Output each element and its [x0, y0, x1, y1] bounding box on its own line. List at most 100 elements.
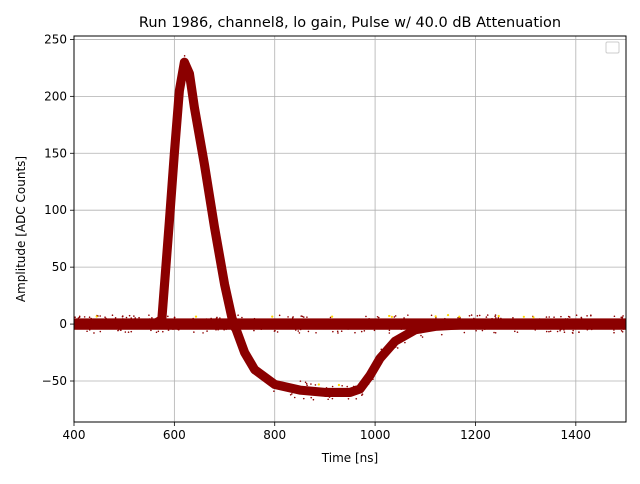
- data-point: [157, 330, 160, 333]
- data-point: [231, 329, 233, 331]
- data-point: [276, 331, 279, 333]
- data-point: [227, 292, 230, 294]
- y-axis-label: Amplitude [ADC Counts]: [14, 156, 28, 302]
- data-point: [622, 315, 624, 317]
- data-point: [368, 317, 370, 320]
- data-point: [494, 314, 497, 316]
- data-point: [232, 325, 234, 327]
- highlight-point: [330, 315, 334, 318]
- data-point: [78, 316, 81, 319]
- data-point: [420, 334, 422, 337]
- data-point: [299, 328, 302, 331]
- x-tick-label: 800: [263, 428, 286, 442]
- data-point: [294, 329, 297, 331]
- data-point: [559, 329, 561, 332]
- data-point: [388, 329, 391, 332]
- data-point: [613, 315, 616, 318]
- data-point: [360, 330, 363, 333]
- data-point: [297, 330, 300, 332]
- data-point: [253, 317, 256, 320]
- data-point: [138, 316, 140, 319]
- data-point: [252, 372, 254, 374]
- data-point: [104, 316, 106, 318]
- data-point: [563, 331, 566, 334]
- x-axis: 400 600 800 1000 1200 1400: [63, 422, 592, 442]
- y-axis: −50 0 50 100 150 200 250: [42, 32, 74, 388]
- data-point: [393, 316, 396, 318]
- data-point: [301, 315, 304, 318]
- data-point: [88, 329, 91, 331]
- data-point: [191, 103, 194, 105]
- data-point: [253, 329, 255, 332]
- data-point: [622, 328, 625, 330]
- x-tick-label: 600: [163, 428, 186, 442]
- data-point: [215, 328, 217, 331]
- highlight-point: [95, 315, 98, 318]
- data-point: [120, 329, 122, 331]
- data-point: [291, 393, 293, 395]
- data-point: [193, 331, 195, 333]
- data-point: [407, 314, 409, 316]
- data-point: [167, 315, 169, 318]
- data-point: [560, 315, 562, 318]
- data-point: [134, 317, 136, 319]
- data-point: [249, 368, 252, 371]
- data-point: [201, 142, 203, 144]
- data-point: [312, 398, 315, 401]
- highlight-point: [532, 316, 535, 319]
- data-point: [556, 330, 559, 333]
- data-point: [287, 316, 289, 318]
- data-point: [328, 396, 331, 398]
- data-point: [307, 330, 310, 333]
- data-point: [500, 317, 502, 320]
- data-point: [148, 314, 150, 316]
- data-point: [219, 317, 221, 319]
- data-point: [572, 332, 574, 334]
- data-point: [205, 169, 207, 171]
- data-point: [463, 331, 466, 334]
- data-point: [117, 329, 119, 332]
- data-point: [486, 314, 489, 316]
- data-point: [219, 267, 222, 270]
- data-point: [252, 360, 254, 362]
- data-point: [223, 328, 225, 331]
- data-point: [114, 327, 117, 330]
- data-point: [388, 332, 391, 334]
- data-point: [121, 315, 124, 317]
- data-point: [327, 398, 329, 401]
- data-point: [406, 327, 408, 329]
- data-point: [613, 331, 615, 334]
- data-point: [457, 317, 459, 319]
- data-point: [419, 328, 421, 331]
- data-point: [538, 318, 541, 320]
- data-point: [367, 383, 370, 385]
- data-point: [564, 318, 567, 320]
- data-point: [205, 318, 208, 320]
- data-point: [163, 291, 166, 293]
- x-tick-label: 1400: [561, 428, 592, 442]
- data-point: [563, 329, 565, 331]
- y-tick-label: 100: [44, 203, 67, 217]
- data-point: [83, 316, 86, 318]
- plot-frame: [73, 35, 627, 423]
- data-point: [516, 331, 519, 333]
- data-point: [299, 380, 302, 382]
- data-point: [273, 390, 275, 392]
- data-point: [133, 315, 135, 317]
- chart-title: Run 1986, channel8, lo gain, Pulse w/ 40…: [139, 15, 561, 31]
- data-point: [300, 315, 303, 317]
- data-point: [421, 336, 424, 338]
- plot-area: [74, 55, 626, 401]
- data-point: [259, 377, 262, 380]
- data-point: [478, 314, 481, 317]
- data-point: [216, 316, 218, 319]
- highlight-point: [390, 315, 393, 318]
- data-point: [548, 316, 551, 318]
- data-point: [373, 329, 376, 332]
- data-point: [237, 314, 239, 317]
- data-point: [545, 330, 548, 333]
- data-point: [575, 314, 578, 317]
- data-point: [192, 317, 194, 320]
- data-point: [241, 316, 243, 319]
